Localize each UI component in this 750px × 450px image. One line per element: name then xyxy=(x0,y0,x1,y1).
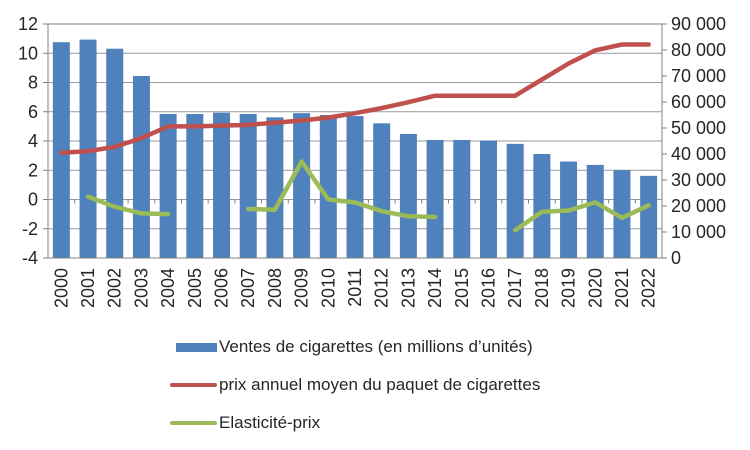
left-axis-label: -4 xyxy=(22,248,38,268)
legend-swatch-bar-icon xyxy=(176,342,217,352)
left-axis-label: 6 xyxy=(28,102,38,122)
legend-label-prix: prix annuel moyen du paquet de cigarette… xyxy=(219,375,541,394)
right-axis-label: 0 xyxy=(671,248,681,268)
right-axis-label: 90 000 xyxy=(671,14,726,34)
x-axis-label-2019: 2019 xyxy=(559,268,579,308)
bar-2013 xyxy=(399,133,417,258)
right-axis-label: 30 000 xyxy=(671,170,726,190)
left-axis-label: 0 xyxy=(28,190,38,210)
bar-2016 xyxy=(479,140,497,258)
left-axis-label: 2 xyxy=(28,160,38,180)
elasticity-line xyxy=(512,200,651,233)
x-axis-label-2013: 2013 xyxy=(398,268,418,308)
bar-2005 xyxy=(186,113,204,259)
x-axis-label-2006: 2006 xyxy=(212,268,232,308)
bar-2004 xyxy=(159,113,177,259)
x-axis-label-2018: 2018 xyxy=(532,268,552,308)
x-axis-label-2008: 2008 xyxy=(265,268,285,308)
right-axis-label: 50 000 xyxy=(671,118,726,138)
x-axis-label-2021: 2021 xyxy=(612,268,632,308)
x-axis-label-2016: 2016 xyxy=(478,268,498,308)
x-axis-label-2022: 2022 xyxy=(639,268,659,308)
x-axis-label-2005: 2005 xyxy=(185,268,205,308)
bar-2007 xyxy=(239,113,257,259)
right-axis-label: 40 000 xyxy=(671,144,726,164)
x-axis-label-2001: 2001 xyxy=(78,268,98,308)
left-axis-label: 8 xyxy=(28,73,38,93)
bar-2002 xyxy=(106,48,124,259)
legend-label-ventes: Ventes de cigarettes (en millions d’unit… xyxy=(219,337,533,356)
bar-2014 xyxy=(426,139,444,258)
x-axis-label-2011: 2011 xyxy=(345,268,365,307)
legend-item-prix: prix annuel moyen du paquet de cigarette… xyxy=(170,372,540,398)
x-axis-label-2002: 2002 xyxy=(105,268,125,308)
x-axis-label-2003: 2003 xyxy=(131,268,151,308)
x-axis-label-2020: 2020 xyxy=(585,268,605,308)
left-axis-label: 10 xyxy=(18,43,38,63)
legend-item-ventes: Ventes de cigarettes (en millions d’unit… xyxy=(170,334,533,360)
x-axis-label-2015: 2015 xyxy=(452,268,472,308)
bar-2003 xyxy=(132,76,150,258)
elasticity-line xyxy=(245,159,438,220)
x-axis-label-2007: 2007 xyxy=(238,268,258,308)
left-axis-label: -2 xyxy=(22,219,38,239)
bar-2018 xyxy=(533,154,551,258)
bar-2006 xyxy=(213,112,231,258)
left-axis-label: 12 xyxy=(18,14,38,34)
bar-2000 xyxy=(52,42,70,259)
legend-swatch-elasticity-line-icon xyxy=(170,421,217,425)
x-axis-label-2010: 2010 xyxy=(318,268,338,308)
x-axis-label-2014: 2014 xyxy=(425,268,445,308)
bar-2020 xyxy=(586,164,604,258)
bar-2010 xyxy=(319,115,337,258)
bar-2022 xyxy=(640,175,658,258)
x-axis-label-2000: 2000 xyxy=(51,268,71,308)
bar-2011 xyxy=(346,116,364,258)
bar-2012 xyxy=(373,123,391,258)
x-axis-label-2004: 2004 xyxy=(158,268,178,308)
bar-2001 xyxy=(79,39,97,258)
bar-2015 xyxy=(453,139,471,258)
right-axis-label: 20 000 xyxy=(671,196,726,216)
bar-2008 xyxy=(266,117,284,258)
combo-chart-plot: 12 10 8 6 4 2 0 -2 -4 90 000 80 000 70 000 60 000 50 … xyxy=(18,14,726,308)
legend-swatch-price-line-icon xyxy=(170,383,217,387)
right-axis-label: 80 000 xyxy=(671,40,726,60)
left-axis-label: 4 xyxy=(28,131,38,151)
bar-2021 xyxy=(613,170,631,258)
legend-label-elasticite: Elasticité-prix xyxy=(219,413,321,432)
bar-2017 xyxy=(506,143,524,258)
right-axis-label: 60 000 xyxy=(671,92,726,112)
price-line xyxy=(59,42,651,155)
bar-2009 xyxy=(293,113,311,259)
elasticity-line xyxy=(85,194,171,217)
x-axis-label-2009: 2009 xyxy=(292,268,312,308)
right-axis-label: 70 000 xyxy=(671,66,726,86)
x-axis-label-2017: 2017 xyxy=(505,268,525,308)
right-axis-label: 10 000 xyxy=(671,222,726,242)
x-axis-label-2012: 2012 xyxy=(372,268,392,308)
legend-item-elasticite: Elasticité-prix xyxy=(170,410,320,436)
